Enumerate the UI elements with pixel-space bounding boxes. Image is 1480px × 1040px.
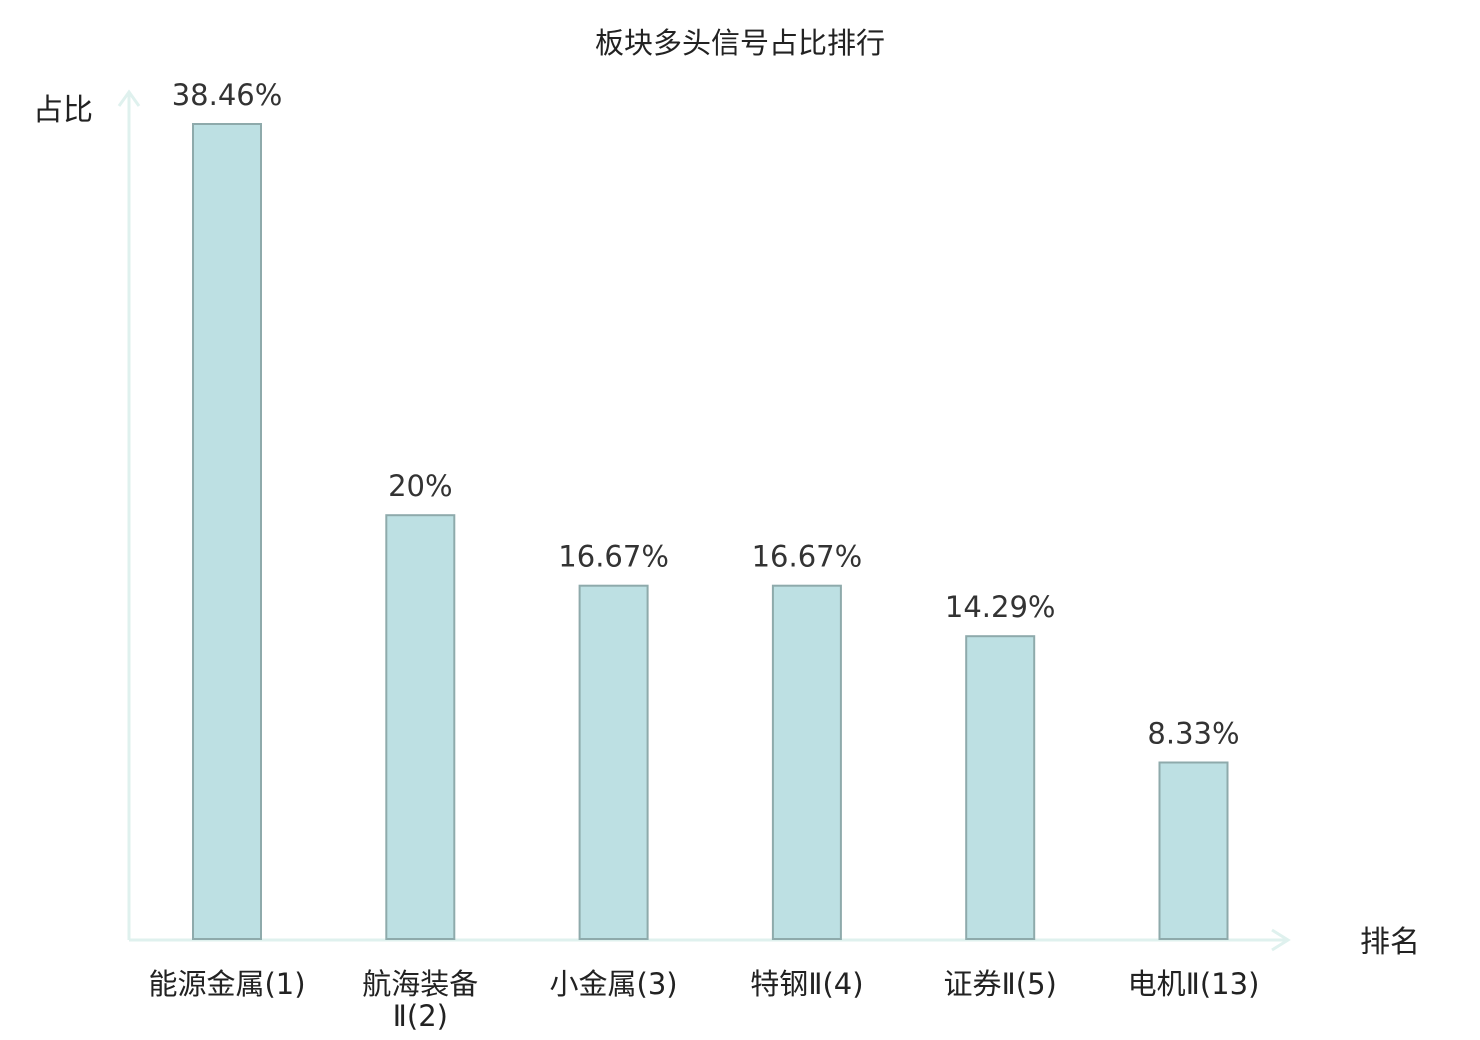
- bar: [578, 584, 649, 940]
- bar-value-label: 16.67%: [558, 540, 669, 574]
- x-axis-arrow: [1271, 928, 1291, 952]
- x-tick-label: 证券Ⅱ(5): [944, 967, 1057, 1001]
- bar-value-label: 14.29%: [945, 590, 1056, 624]
- x-tick-label: 电机Ⅱ(13): [1128, 967, 1260, 1001]
- bar-value-label: 8.33%: [1147, 717, 1239, 751]
- x-tick-label: 能源金属(1): [148, 967, 305, 1001]
- bar-value-label: 20%: [388, 469, 452, 503]
- bar: [192, 123, 262, 940]
- x-tick-label: 小金属(3): [550, 967, 678, 1001]
- x-tick-label: Ⅱ(2): [393, 999, 448, 1033]
- x-tick-label: 航海装备: [362, 967, 478, 1001]
- x-axis-label: 排名: [1360, 925, 1420, 960]
- bar: [1158, 761, 1229, 940]
- bar: [965, 635, 1036, 940]
- bar: [385, 514, 456, 940]
- y-axis-label: 占比: [33, 93, 93, 128]
- bar-value-label: 38.46%: [172, 78, 283, 112]
- bar-value-label: 16.67%: [752, 540, 863, 574]
- chart-title: 板块多头信号占比排行: [595, 26, 885, 60]
- bar: [771, 584, 842, 940]
- x-tick-label: 特钢Ⅱ(4): [750, 967, 863, 1001]
- y-axis-arrow: [117, 89, 141, 107]
